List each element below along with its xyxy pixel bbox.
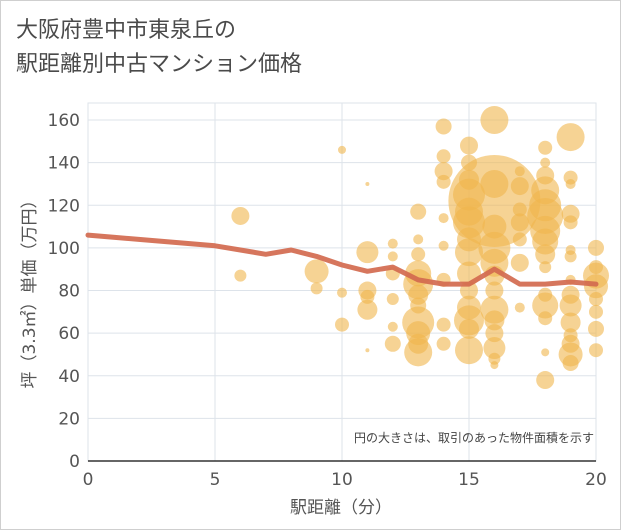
data-bubble: [436, 336, 451, 351]
data-bubble: [538, 311, 553, 326]
data-bubble: [510, 253, 529, 272]
data-bubble: [535, 244, 556, 265]
data-bubble: [532, 292, 559, 319]
y-axis-label: 坪（3.3㎡）単価（万円）: [20, 191, 40, 388]
data-bubble: [435, 118, 452, 135]
data-bubble: [556, 123, 585, 152]
x-axis-label: 駅距離（分）: [290, 498, 392, 518]
data-bubble: [488, 352, 501, 365]
data-bubble: [365, 348, 370, 353]
chart-title: 大阪府豊中市東泉丘の 駅距離別中古マンション価格: [16, 14, 302, 82]
bubble-layer: [231, 106, 609, 390]
data-bubble: [434, 162, 453, 181]
y-tick-label: 20: [58, 409, 80, 429]
axis-layer: 0 20 40 60 80 100 120 140 160 0 5 10 15 20: [48, 111, 607, 490]
data-bubble: [436, 174, 451, 189]
data-bubble: [387, 321, 398, 332]
y-tick-label: 100: [48, 239, 80, 259]
data-bubble: [565, 178, 576, 189]
data-bubble: [514, 302, 525, 313]
data-bubble: [490, 361, 499, 370]
data-bubble: [588, 239, 604, 256]
data-bubble: [512, 202, 527, 217]
data-bubble: [589, 304, 603, 319]
data-bubble: [514, 166, 525, 177]
y-tick-label: 80: [58, 282, 80, 302]
data-bubble: [357, 299, 378, 320]
data-bubble: [589, 292, 603, 307]
y-tick-label: 120: [48, 196, 80, 216]
data-bubble: [234, 269, 247, 282]
data-bubble: [564, 250, 577, 263]
data-bubble: [411, 247, 426, 262]
x-tick-label: 15: [458, 470, 480, 490]
data-bubble: [304, 259, 329, 284]
data-bubble: [387, 238, 398, 249]
data-bubble: [455, 336, 483, 365]
data-bubble: [338, 145, 346, 154]
data-bubble: [562, 354, 579, 371]
data-bubble: [404, 338, 433, 367]
data-bubble: [337, 287, 347, 298]
x-tick-label: 0: [83, 470, 94, 490]
data-bubble: [413, 234, 424, 245]
y-tick-label: 60: [58, 324, 80, 344]
data-bubble: [485, 281, 504, 300]
data-bubble: [512, 232, 527, 247]
data-bubble: [540, 157, 551, 168]
data-bubble: [384, 335, 401, 352]
data-bubble: [231, 206, 250, 225]
y-tick-label: 40: [58, 367, 80, 387]
data-bubble: [539, 261, 552, 274]
data-bubble: [460, 136, 478, 155]
data-bubble: [484, 310, 505, 331]
data-bubble: [335, 317, 349, 332]
data-bubble: [538, 140, 553, 155]
data-bubble: [386, 293, 399, 306]
x-tick-label: 10: [331, 470, 353, 490]
data-bubble: [410, 203, 427, 220]
data-bubble: [541, 348, 550, 357]
data-bubble: [588, 320, 604, 337]
data-bubble: [310, 282, 323, 295]
data-bubble: [365, 181, 370, 186]
data-bubble: [480, 106, 509, 135]
data-bubble: [387, 251, 398, 262]
average-line-layer: [85, 232, 599, 287]
data-bubble: [438, 213, 449, 224]
data-bubble: [459, 318, 479, 339]
y-tick-label: 160: [48, 111, 80, 131]
data-bubble: [559, 294, 582, 317]
y-tick-label: 0: [69, 452, 80, 472]
x-tick-label: 20: [585, 470, 607, 490]
data-bubble: [560, 312, 581, 333]
y-tick-label: 140: [48, 154, 80, 174]
data-bubble: [356, 241, 379, 264]
data-bubble: [510, 213, 529, 232]
data-bubble: [510, 177, 529, 196]
data-bubble: [589, 343, 603, 358]
data-bubble: [483, 337, 506, 360]
bubble-size-note: 円の大きさは、取引のあった物件面積を示す: [354, 430, 594, 445]
data-bubble: [436, 317, 451, 332]
data-bubble: [563, 215, 578, 230]
chart-title-line-1: 大阪府豊中市東泉丘の: [16, 18, 237, 43]
data-bubble: [455, 238, 483, 267]
x-tick-label: 5: [210, 470, 221, 490]
data-bubble: [438, 240, 449, 251]
data-bubble: [536, 371, 555, 390]
chart-title-line-2: 駅距離別中古マンション価格: [16, 52, 303, 77]
data-bubble: [482, 214, 507, 239]
data-bubble: [485, 324, 504, 343]
average-price-line: [85, 232, 599, 287]
data-bubble: [436, 149, 451, 164]
